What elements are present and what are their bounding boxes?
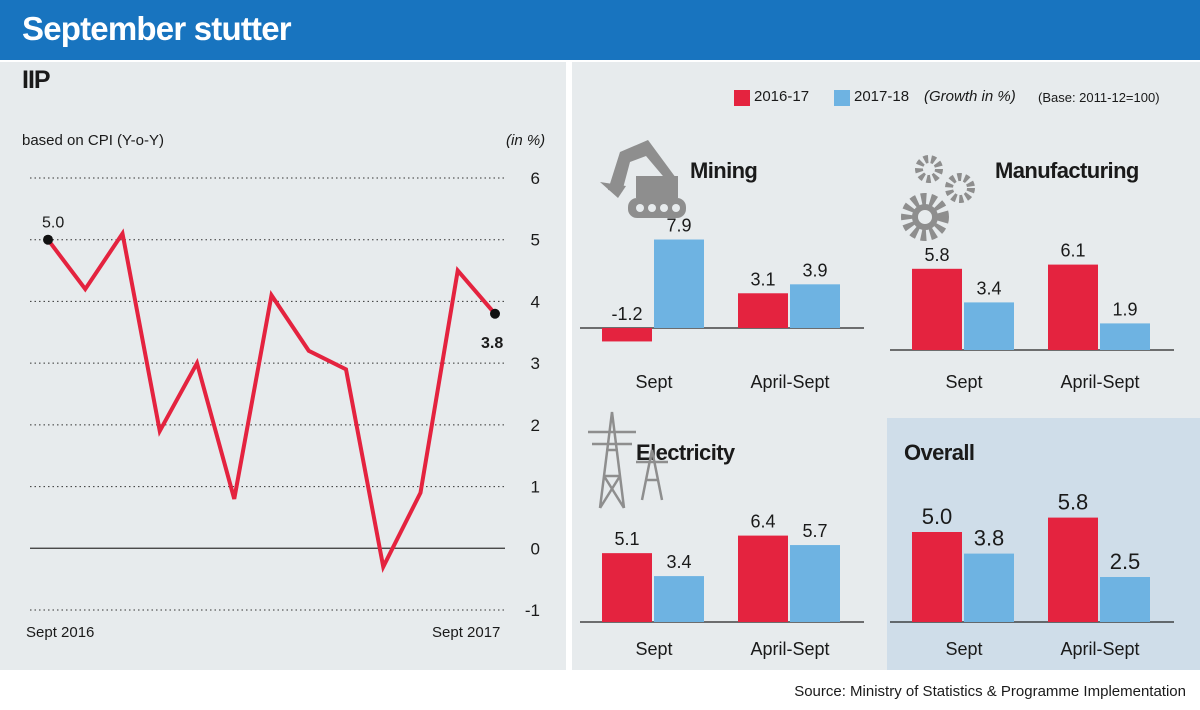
electricity-bar — [790, 545, 840, 622]
electricity-value-label: 5.7 — [802, 521, 827, 541]
manufacturing-category-label: April-Sept — [1060, 372, 1139, 392]
start-point — [43, 234, 53, 245]
overall-bar — [1100, 577, 1150, 622]
electricity-category-label: Sept — [635, 639, 672, 659]
overall-bar — [964, 553, 1014, 622]
iip-subtitle: based on CPI (Y-o-Y) — [22, 132, 165, 149]
overall-value-label: 2.5 — [1110, 549, 1141, 574]
mining-value-label: 7.9 — [666, 216, 691, 236]
overall-category-label: April-Sept — [1060, 639, 1139, 659]
mining-bar — [790, 284, 840, 328]
x-end-label: Sept 2017 — [432, 624, 501, 641]
manufacturing-bar — [912, 268, 962, 350]
page-title: September stutter — [22, 10, 292, 47]
y-tick-label: 3 — [531, 354, 540, 373]
end-value-label: 3.8 — [481, 335, 503, 352]
iip-unit: (in %) — [506, 132, 546, 149]
electricity-category-label: April-Sept — [750, 639, 829, 659]
end-point — [490, 308, 500, 319]
electricity-value-label: 6.4 — [750, 512, 775, 532]
mining-value-label: 3.9 — [802, 260, 827, 280]
excavator-icon — [600, 140, 686, 218]
manufacturing-bar — [964, 302, 1014, 350]
overall-value-label: 5.8 — [1058, 490, 1089, 515]
mining-category-label: April-Sept — [750, 372, 829, 392]
overall-bar — [1048, 517, 1098, 622]
iip-panel — [0, 62, 566, 670]
electricity-value-label: 3.4 — [666, 552, 691, 572]
y-tick-label: -1 — [525, 601, 540, 620]
start-value-label: 5.0 — [42, 215, 64, 232]
legend-label-2016-17: 2016-17 — [754, 88, 810, 105]
electricity-bar — [738, 535, 788, 622]
y-tick-label: 4 — [531, 292, 540, 311]
mining-category-label: Sept — [635, 372, 672, 392]
overall-bar — [912, 532, 962, 622]
electricity-bar — [602, 553, 652, 622]
manufacturing-category-label: Sept — [945, 372, 982, 392]
overall-value-label: 5.0 — [922, 504, 953, 529]
legend-label-2017-18: 2017-18 — [854, 88, 910, 105]
manufacturing-value-label: 1.9 — [1112, 299, 1137, 319]
overall-category-label: Sept — [945, 639, 982, 659]
legend-note: (Growth in %) — [924, 88, 1016, 105]
overall-title: Overall — [904, 440, 975, 465]
iip-series-line — [46, 228, 497, 573]
mining-value-label: -1.2 — [611, 304, 642, 324]
legend-swatch-2017-18 — [834, 90, 850, 106]
y-tick-label: 2 — [531, 416, 540, 435]
manufacturing-bar — [1048, 264, 1098, 350]
y-tick-label: 1 — [531, 478, 540, 497]
legend-base: (Base: 2011-12=100) — [1038, 90, 1160, 105]
y-tick-label: 5 — [531, 231, 540, 250]
manufacturing-value-label: 3.4 — [976, 278, 1001, 298]
electricity-bar — [654, 576, 704, 622]
y-tick-label: 0 — [531, 539, 540, 558]
manufacturing-title: Manufacturing — [995, 158, 1139, 183]
iip-line-chart: -1 0 1 2 3 4 5 6 5.0 3.8 — [30, 169, 540, 620]
y-tick-label: 6 — [531, 169, 540, 188]
pylon-icon — [588, 411, 668, 509]
x-start-label: Sept 2016 — [26, 624, 95, 641]
manufacturing-value-label: 5.8 — [924, 245, 949, 265]
manufacturing-value-label: 6.1 — [1060, 241, 1085, 261]
mining-bar — [654, 239, 704, 328]
mining-bar — [602, 328, 652, 342]
electricity-value-label: 5.1 — [614, 529, 639, 549]
mining-bar — [738, 293, 788, 328]
header-bar: September stutter — [0, 0, 1200, 60]
gears-icon — [901, 155, 975, 241]
overall-value-label: 3.8 — [974, 526, 1005, 551]
mining-value-label: 3.1 — [750, 269, 775, 289]
source-note: Source: Ministry of Statistics & Program… — [794, 683, 1186, 700]
mining-title: Mining — [690, 158, 758, 183]
manufacturing-bar — [1100, 323, 1150, 350]
legend-swatch-2016-17 — [734, 90, 750, 106]
iip-heading: IIP — [22, 66, 51, 94]
